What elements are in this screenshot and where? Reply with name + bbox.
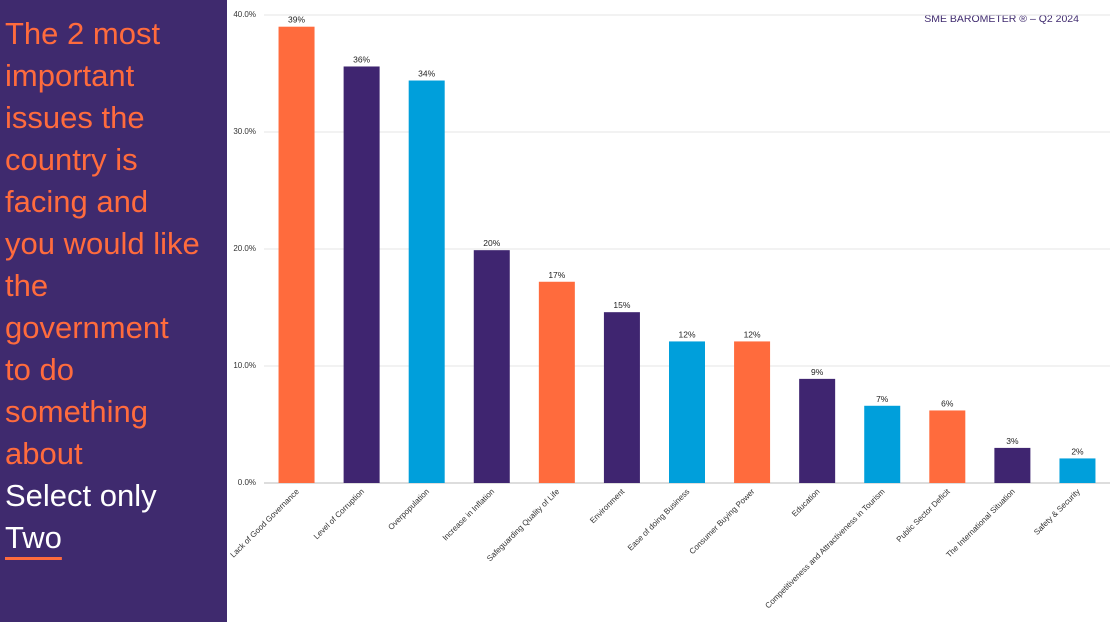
panel-text: The 2 most important issues the country is f…: [5, 16, 200, 560]
value-label: 2%: [1071, 446, 1084, 456]
x-tick-label: Lack of Good Governance: [229, 487, 302, 560]
question-line: something: [5, 394, 148, 429]
bar: [929, 410, 966, 483]
x-tick-label: Increase in Inflation: [441, 487, 496, 542]
value-label: 6%: [941, 398, 954, 408]
x-tick-label: The International Situation: [944, 487, 1016, 559]
y-tick-label: 20.0%: [233, 244, 256, 253]
question-line: about: [5, 436, 83, 471]
question-line: government: [5, 310, 169, 345]
x-tick-label: Ease of doing Business: [626, 487, 691, 552]
bar: [603, 312, 640, 483]
y-tick-label: 0.0%: [238, 478, 256, 487]
x-tick-label: Safety & Security: [1032, 487, 1082, 537]
bar: [799, 378, 836, 483]
bar: [473, 250, 510, 483]
bar: [864, 405, 901, 483]
question-line: to do: [5, 352, 74, 387]
value-label: 39%: [288, 15, 305, 25]
underline: [5, 557, 62, 560]
instruction-line: Two: [5, 520, 62, 555]
bar: [408, 80, 445, 484]
instruction-line: Select only: [5, 478, 157, 513]
x-tick-label: Competitiveness and Attractiveness in To…: [763, 487, 886, 610]
value-label: 36%: [353, 54, 370, 64]
bar: [343, 66, 380, 483]
bar: [669, 341, 705, 483]
question-line: facing and: [5, 184, 148, 219]
bar: [278, 26, 315, 483]
brand: SME BAROMETER ® – Q2 2024: [924, 13, 1079, 25]
x-tick-label: Overpopulation: [386, 487, 431, 532]
y-tick-label: 30.0%: [233, 127, 256, 136]
question-line: you would like: [5, 226, 200, 261]
value-label: 9%: [811, 367, 824, 377]
question-line: country is: [5, 142, 138, 177]
question-line: important: [5, 58, 135, 93]
value-label: 15%: [613, 300, 630, 310]
value-label: 17%: [548, 270, 565, 280]
value-label: 3%: [1006, 436, 1019, 446]
question-line: the: [5, 268, 48, 303]
bar: [538, 281, 575, 483]
bar: [1059, 458, 1096, 483]
x-tick-label: Consumer Buying Power: [688, 487, 757, 556]
y-tick-label: 10.0%: [233, 361, 256, 370]
y-tick-label: 40.0%: [233, 10, 256, 19]
x-tick-label: Education: [790, 487, 822, 519]
value-label: 12%: [678, 329, 695, 339]
x-tick-label: Level of Corruption: [312, 487, 366, 541]
x-tick-label: Public Sector Deficit: [895, 487, 953, 545]
question-line: The 2 most: [5, 16, 160, 51]
bar: [734, 341, 771, 483]
value-label: 7%: [876, 394, 889, 404]
x-tick-label: Safeguarding Quality of Life: [485, 487, 562, 564]
value-label: 20%: [483, 238, 500, 248]
x-tick-label: Environment: [588, 487, 627, 526]
side-panel: [0, 0, 227, 622]
question-line: issues the: [5, 100, 145, 135]
bar: [994, 447, 1031, 483]
value-label: 34%: [418, 69, 435, 79]
value-label: 12%: [744, 329, 761, 339]
